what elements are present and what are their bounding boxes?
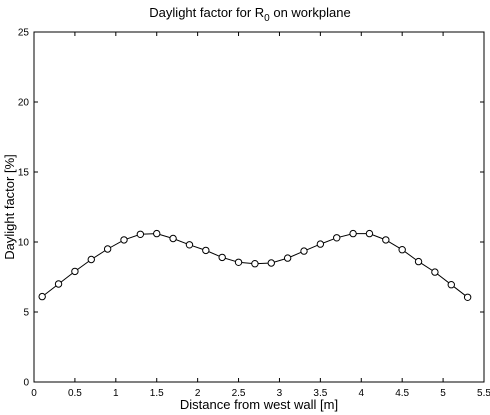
title-main: Daylight factor for R <box>149 5 264 20</box>
data-point <box>71 267 79 276</box>
x-tick-label: 0.5 <box>68 388 82 399</box>
x-tick-label: 5 <box>440 388 446 399</box>
data-point <box>120 236 128 244</box>
data-point <box>153 229 161 238</box>
y-tick-label: 0 <box>23 378 29 389</box>
y-tick-label: 10 <box>18 238 30 249</box>
data-point <box>87 255 95 264</box>
x-tick-label: 1.5 <box>150 388 164 399</box>
plot-area <box>33 31 485 383</box>
data-point <box>382 236 390 244</box>
x-axis-label: Distance from west wall [m] <box>180 397 338 412</box>
x-tick-label: 0 <box>31 388 37 399</box>
data-point <box>202 246 210 255</box>
x-tick-label: 2 <box>195 388 201 399</box>
data-point <box>169 234 177 243</box>
data-point <box>185 241 194 249</box>
data-point <box>414 257 423 266</box>
data-point <box>103 245 112 253</box>
data-point <box>218 253 226 262</box>
x-tick-label: 5.5 <box>477 388 490 399</box>
y-tick-label: 25 <box>18 28 30 39</box>
data-point <box>398 246 406 254</box>
title-subscript: 0 <box>264 13 270 24</box>
data-point <box>54 280 63 288</box>
y-axis-ticks: 0 5 10 15 20 25 <box>18 28 484 389</box>
data-point <box>283 254 292 262</box>
data-point <box>251 260 259 268</box>
data-point <box>300 247 308 255</box>
chart-title: Daylight factor for R0 on workplane <box>149 5 350 24</box>
x-axis-ticks: 0 0.5 1 1.5 2 2.5 3 3.5 4 4.5 5 5.5 <box>31 32 490 399</box>
data-point <box>349 229 357 238</box>
y-tick-label: 20 <box>18 98 30 109</box>
y-axis-label: Daylight factor [%] <box>2 154 17 260</box>
data-point <box>38 292 46 301</box>
x-tick-label: 3 <box>277 388 283 399</box>
y-tick-label: 15 <box>18 168 30 179</box>
x-tick-label: 4.5 <box>395 388 409 399</box>
series-markers <box>38 229 472 301</box>
data-point <box>234 258 243 266</box>
data-point <box>365 229 374 238</box>
x-tick-label: 2.5 <box>232 388 246 399</box>
x-tick-label: 3.5 <box>313 388 327 399</box>
y-tick-label: 5 <box>23 308 29 319</box>
data-point <box>333 234 341 242</box>
data-point <box>267 259 275 267</box>
x-tick-label: 4 <box>358 388 364 399</box>
x-tick-label: 1 <box>113 388 119 399</box>
data-point <box>463 293 472 301</box>
data-point <box>136 230 145 239</box>
data-point <box>316 240 325 248</box>
title-suffix: on workplane <box>270 5 351 20</box>
data-point <box>431 268 439 276</box>
data-point <box>447 281 455 289</box>
